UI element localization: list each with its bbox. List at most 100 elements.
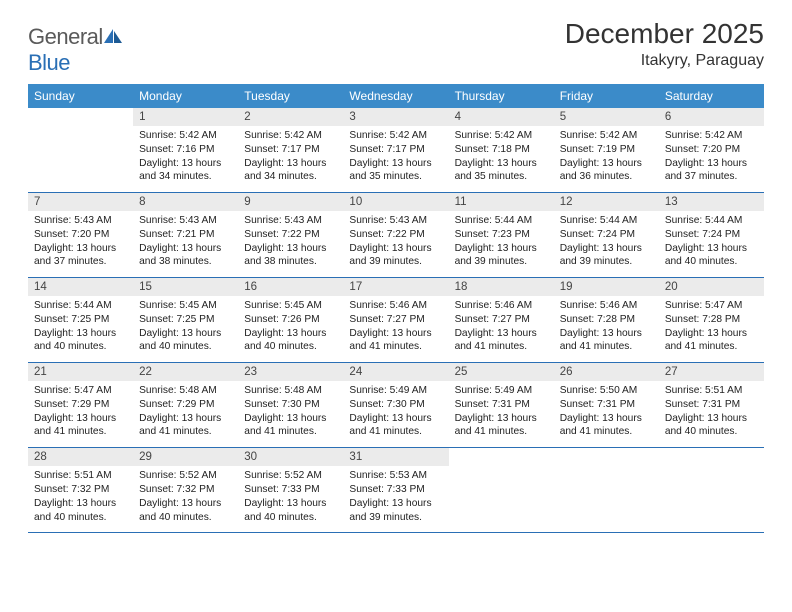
day-number-cell: 17	[343, 278, 448, 297]
detail-row: Sunrise: 5:44 AM Sunset: 7:25 PM Dayligh…	[28, 296, 764, 363]
day-number-cell: 20	[659, 278, 764, 297]
day-detail-cell: Sunrise: 5:42 AM Sunset: 7:20 PM Dayligh…	[659, 126, 764, 193]
day-detail-cell: Sunrise: 5:43 AM Sunset: 7:22 PM Dayligh…	[343, 211, 448, 278]
day-number-cell: 22	[133, 363, 238, 382]
day-number-cell: 11	[449, 193, 554, 212]
sail-icon	[103, 28, 123, 44]
day-header: Friday	[554, 84, 659, 108]
day-detail-cell: Sunrise: 5:47 AM Sunset: 7:29 PM Dayligh…	[28, 381, 133, 448]
day-detail-cell: Sunrise: 5:49 AM Sunset: 7:31 PM Dayligh…	[449, 381, 554, 448]
day-detail-cell: Sunrise: 5:42 AM Sunset: 7:17 PM Dayligh…	[238, 126, 343, 193]
day-number-cell: 12	[554, 193, 659, 212]
day-detail-cell: Sunrise: 5:42 AM Sunset: 7:19 PM Dayligh…	[554, 126, 659, 193]
brand-logo: GeneralBlue	[28, 24, 123, 76]
day-detail-cell: Sunrise: 5:45 AM Sunset: 7:25 PM Dayligh…	[133, 296, 238, 363]
day-header: Saturday	[659, 84, 764, 108]
day-detail-cell: Sunrise: 5:43 AM Sunset: 7:20 PM Dayligh…	[28, 211, 133, 278]
day-detail-cell	[449, 466, 554, 533]
day-detail-cell: Sunrise: 5:43 AM Sunset: 7:22 PM Dayligh…	[238, 211, 343, 278]
day-detail-cell: Sunrise: 5:43 AM Sunset: 7:21 PM Dayligh…	[133, 211, 238, 278]
day-detail-cell: Sunrise: 5:50 AM Sunset: 7:31 PM Dayligh…	[554, 381, 659, 448]
day-header: Tuesday	[238, 84, 343, 108]
day-detail-cell: Sunrise: 5:46 AM Sunset: 7:28 PM Dayligh…	[554, 296, 659, 363]
day-number-cell: 1	[133, 108, 238, 126]
brand-part2: Blue	[28, 50, 70, 75]
day-detail-cell: Sunrise: 5:48 AM Sunset: 7:30 PM Dayligh…	[238, 381, 343, 448]
day-number-cell	[28, 108, 133, 126]
daynum-row: 28293031	[28, 448, 764, 467]
day-detail-cell: Sunrise: 5:44 AM Sunset: 7:24 PM Dayligh…	[659, 211, 764, 278]
day-number-cell: 10	[343, 193, 448, 212]
header: GeneralBlue December 2025 Itakyry, Parag…	[28, 18, 764, 76]
day-detail-cell: Sunrise: 5:51 AM Sunset: 7:32 PM Dayligh…	[28, 466, 133, 533]
day-header: Wednesday	[343, 84, 448, 108]
day-number-cell: 23	[238, 363, 343, 382]
day-number-cell: 13	[659, 193, 764, 212]
day-number-cell: 29	[133, 448, 238, 467]
detail-row: Sunrise: 5:43 AM Sunset: 7:20 PM Dayligh…	[28, 211, 764, 278]
day-number-cell: 26	[554, 363, 659, 382]
day-number-cell	[659, 448, 764, 467]
day-number-cell	[554, 448, 659, 467]
day-number-cell: 24	[343, 363, 448, 382]
day-detail-cell: Sunrise: 5:47 AM Sunset: 7:28 PM Dayligh…	[659, 296, 764, 363]
day-number-cell: 27	[659, 363, 764, 382]
day-number-cell: 6	[659, 108, 764, 126]
day-detail-cell: Sunrise: 5:42 AM Sunset: 7:17 PM Dayligh…	[343, 126, 448, 193]
day-header-row: Sunday Monday Tuesday Wednesday Thursday…	[28, 84, 764, 108]
daynum-row: 78910111213	[28, 193, 764, 212]
day-header: Sunday	[28, 84, 133, 108]
day-number-cell: 4	[449, 108, 554, 126]
day-detail-cell: Sunrise: 5:53 AM Sunset: 7:33 PM Dayligh…	[343, 466, 448, 533]
day-detail-cell: Sunrise: 5:44 AM Sunset: 7:25 PM Dayligh…	[28, 296, 133, 363]
day-detail-cell: Sunrise: 5:42 AM Sunset: 7:16 PM Dayligh…	[133, 126, 238, 193]
day-detail-cell: Sunrise: 5:49 AM Sunset: 7:30 PM Dayligh…	[343, 381, 448, 448]
day-number-cell	[449, 448, 554, 467]
day-number-cell: 18	[449, 278, 554, 297]
day-number-cell: 21	[28, 363, 133, 382]
day-detail-cell: Sunrise: 5:42 AM Sunset: 7:18 PM Dayligh…	[449, 126, 554, 193]
daynum-row: 123456	[28, 108, 764, 126]
month-title: December 2025	[565, 18, 764, 50]
day-detail-cell: Sunrise: 5:52 AM Sunset: 7:32 PM Dayligh…	[133, 466, 238, 533]
day-header: Thursday	[449, 84, 554, 108]
day-number-cell: 9	[238, 193, 343, 212]
detail-row: Sunrise: 5:47 AM Sunset: 7:29 PM Dayligh…	[28, 381, 764, 448]
day-number-cell: 3	[343, 108, 448, 126]
location: Itakyry, Paraguay	[565, 52, 764, 70]
daynum-row: 21222324252627	[28, 363, 764, 382]
daynum-row: 14151617181920	[28, 278, 764, 297]
day-number-cell: 5	[554, 108, 659, 126]
day-number-cell: 19	[554, 278, 659, 297]
day-number-cell: 30	[238, 448, 343, 467]
day-detail-cell: Sunrise: 5:48 AM Sunset: 7:29 PM Dayligh…	[133, 381, 238, 448]
day-detail-cell	[554, 466, 659, 533]
calendar-table: Sunday Monday Tuesday Wednesday Thursday…	[28, 84, 764, 533]
detail-row: Sunrise: 5:42 AM Sunset: 7:16 PM Dayligh…	[28, 126, 764, 193]
day-number-cell: 14	[28, 278, 133, 297]
day-number-cell: 31	[343, 448, 448, 467]
calendar-page: GeneralBlue December 2025 Itakyry, Parag…	[0, 0, 792, 551]
day-detail-cell: Sunrise: 5:44 AM Sunset: 7:24 PM Dayligh…	[554, 211, 659, 278]
title-block: December 2025 Itakyry, Paraguay	[565, 18, 764, 70]
day-detail-cell: Sunrise: 5:51 AM Sunset: 7:31 PM Dayligh…	[659, 381, 764, 448]
day-number-cell: 7	[28, 193, 133, 212]
day-number-cell: 16	[238, 278, 343, 297]
day-number-cell: 28	[28, 448, 133, 467]
brand-part1: General	[28, 24, 103, 49]
day-number-cell: 2	[238, 108, 343, 126]
day-detail-cell: Sunrise: 5:45 AM Sunset: 7:26 PM Dayligh…	[238, 296, 343, 363]
day-header: Monday	[133, 84, 238, 108]
day-number-cell: 8	[133, 193, 238, 212]
day-detail-cell	[659, 466, 764, 533]
day-detail-cell: Sunrise: 5:52 AM Sunset: 7:33 PM Dayligh…	[238, 466, 343, 533]
detail-row: Sunrise: 5:51 AM Sunset: 7:32 PM Dayligh…	[28, 466, 764, 533]
day-detail-cell: Sunrise: 5:44 AM Sunset: 7:23 PM Dayligh…	[449, 211, 554, 278]
day-detail-cell	[28, 126, 133, 193]
day-detail-cell: Sunrise: 5:46 AM Sunset: 7:27 PM Dayligh…	[343, 296, 448, 363]
brand-name: GeneralBlue	[28, 24, 123, 76]
day-number-cell: 15	[133, 278, 238, 297]
calendar-body: 123456Sunrise: 5:42 AM Sunset: 7:16 PM D…	[28, 108, 764, 533]
day-number-cell: 25	[449, 363, 554, 382]
day-detail-cell: Sunrise: 5:46 AM Sunset: 7:27 PM Dayligh…	[449, 296, 554, 363]
